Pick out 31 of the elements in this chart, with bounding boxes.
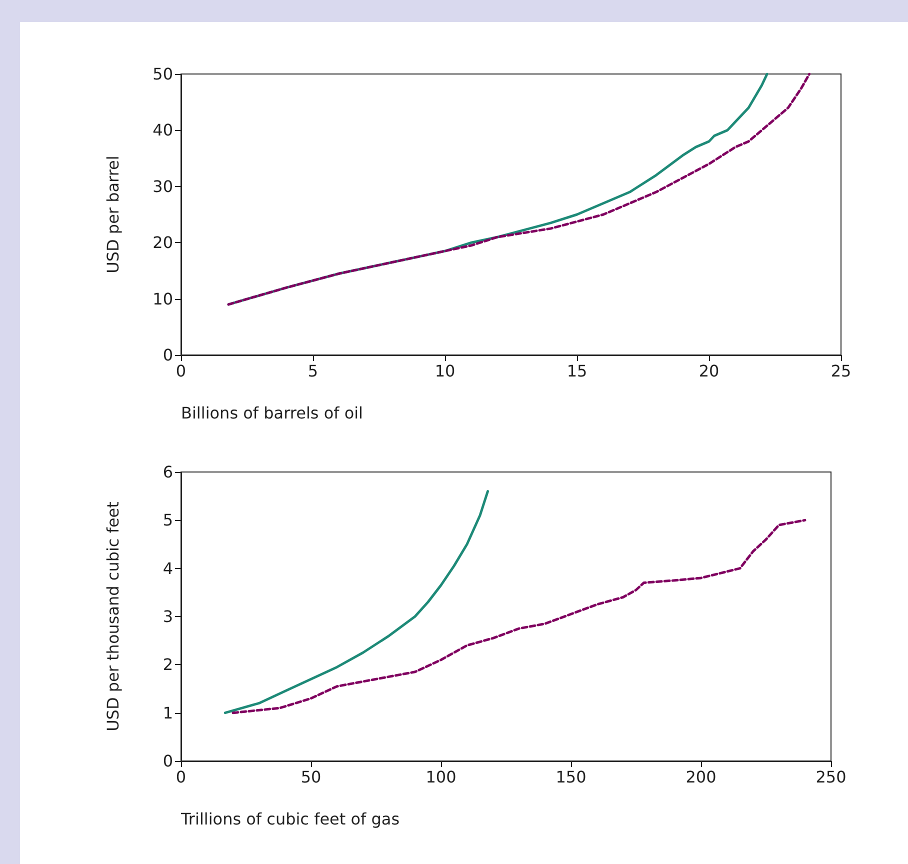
y-tick-label: 1 bbox=[162, 703, 173, 722]
y-tick-label: 10 bbox=[152, 289, 173, 308]
y-tick-label: 40 bbox=[152, 120, 173, 140]
x-tick-label: 25 bbox=[830, 362, 852, 380]
y-tick-label: 5 bbox=[162, 510, 173, 530]
y-tick-label: 2 bbox=[162, 655, 173, 674]
y-tick-label: 30 bbox=[152, 176, 173, 196]
x-tick-label: 200 bbox=[686, 768, 716, 786]
y-axis-title: USD per barrel bbox=[104, 156, 122, 274]
x-axis-title: Billions of barrels of oil bbox=[181, 404, 363, 422]
y-tick-label: 4 bbox=[162, 558, 173, 578]
y-tick-label: 6 bbox=[162, 462, 173, 482]
x-tick-label: 50 bbox=[300, 768, 322, 786]
x-tick-label: 0 bbox=[176, 362, 186, 380]
line-series bbox=[232, 518, 806, 714]
y-tick-label: 0 bbox=[162, 752, 173, 770]
x-tick-label: 150 bbox=[556, 768, 586, 786]
y-tick-label: 50 bbox=[152, 64, 173, 84]
x-tick-label: 5 bbox=[308, 362, 318, 380]
y-tick-label: 0 bbox=[162, 346, 173, 364]
x-tick-label: 20 bbox=[698, 362, 720, 380]
x-tick-label: 15 bbox=[566, 362, 588, 380]
line-series bbox=[224, 490, 490, 714]
y-tick-label: 20 bbox=[152, 233, 173, 252]
y-axis-title: USD per thousand cubic feet bbox=[104, 502, 122, 732]
x-tick-label: 10 bbox=[434, 362, 456, 380]
x-axis-title: Trillions of cubic feet of gas bbox=[180, 810, 400, 828]
x-tick-label: 250 bbox=[816, 768, 846, 786]
x-tick-label: 100 bbox=[426, 768, 456, 786]
x-tick-label: 0 bbox=[176, 768, 186, 786]
y-tick-label: 3 bbox=[162, 607, 173, 626]
